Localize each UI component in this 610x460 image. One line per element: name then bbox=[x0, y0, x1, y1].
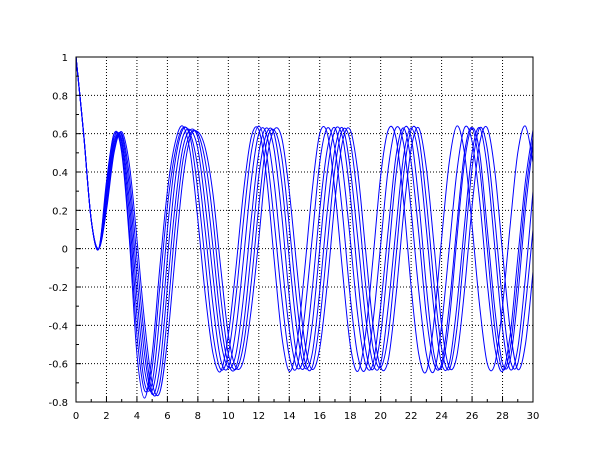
y-tick-label: 1 bbox=[62, 53, 68, 64]
x-tick-label: 2 bbox=[103, 411, 109, 422]
x-tick-label: 20 bbox=[374, 411, 387, 422]
x-tick-label: 14 bbox=[283, 411, 296, 422]
y-axis-ticks: -0.8 -0.6 -0.4 -0.2 0 0.2 0.4 0.6 0.8 1 bbox=[48, 53, 81, 409]
y-tick-label: -0.6 bbox=[48, 360, 68, 371]
x-tick-label: 18 bbox=[344, 411, 357, 422]
x-tick-label: 24 bbox=[435, 411, 448, 422]
x-tick-label: 16 bbox=[313, 411, 326, 422]
x-tick-label: 26 bbox=[466, 411, 479, 422]
x-tick-label: 4 bbox=[134, 411, 140, 422]
y-tick-label: 0 bbox=[62, 245, 68, 256]
x-tick-label: 6 bbox=[164, 411, 170, 422]
series-line-2 bbox=[75, 56, 534, 393]
x-tick-label: 0 bbox=[73, 411, 79, 422]
x-tick-label: 28 bbox=[496, 411, 509, 422]
x-tick-label: 8 bbox=[195, 411, 201, 422]
x-tick-label: 30 bbox=[527, 411, 540, 422]
series-line-7 bbox=[75, 56, 534, 397]
x-tick-label: 10 bbox=[222, 411, 235, 422]
y-tick-label: 0.2 bbox=[52, 206, 68, 217]
x-axis-ticks: 0 2 4 6 8 10 12 14 16 18 20 22 24 26 28 30 bbox=[73, 397, 540, 422]
grid-lines bbox=[76, 57, 533, 402]
y-tick-label: 0.6 bbox=[52, 130, 68, 141]
y-tick-label: -0.8 bbox=[48, 398, 68, 409]
y-tick-label: 0.8 bbox=[52, 91, 68, 102]
series-line-6 bbox=[75, 56, 534, 397]
series-lines bbox=[75, 56, 534, 399]
y-tick-label: -0.2 bbox=[48, 283, 68, 294]
x-tick-label: 22 bbox=[405, 411, 418, 422]
series-line-5 bbox=[75, 56, 534, 396]
y-tick-label: -0.4 bbox=[48, 321, 68, 332]
x-tick-label: 12 bbox=[252, 411, 265, 422]
y-tick-label: 0.4 bbox=[52, 168, 68, 179]
